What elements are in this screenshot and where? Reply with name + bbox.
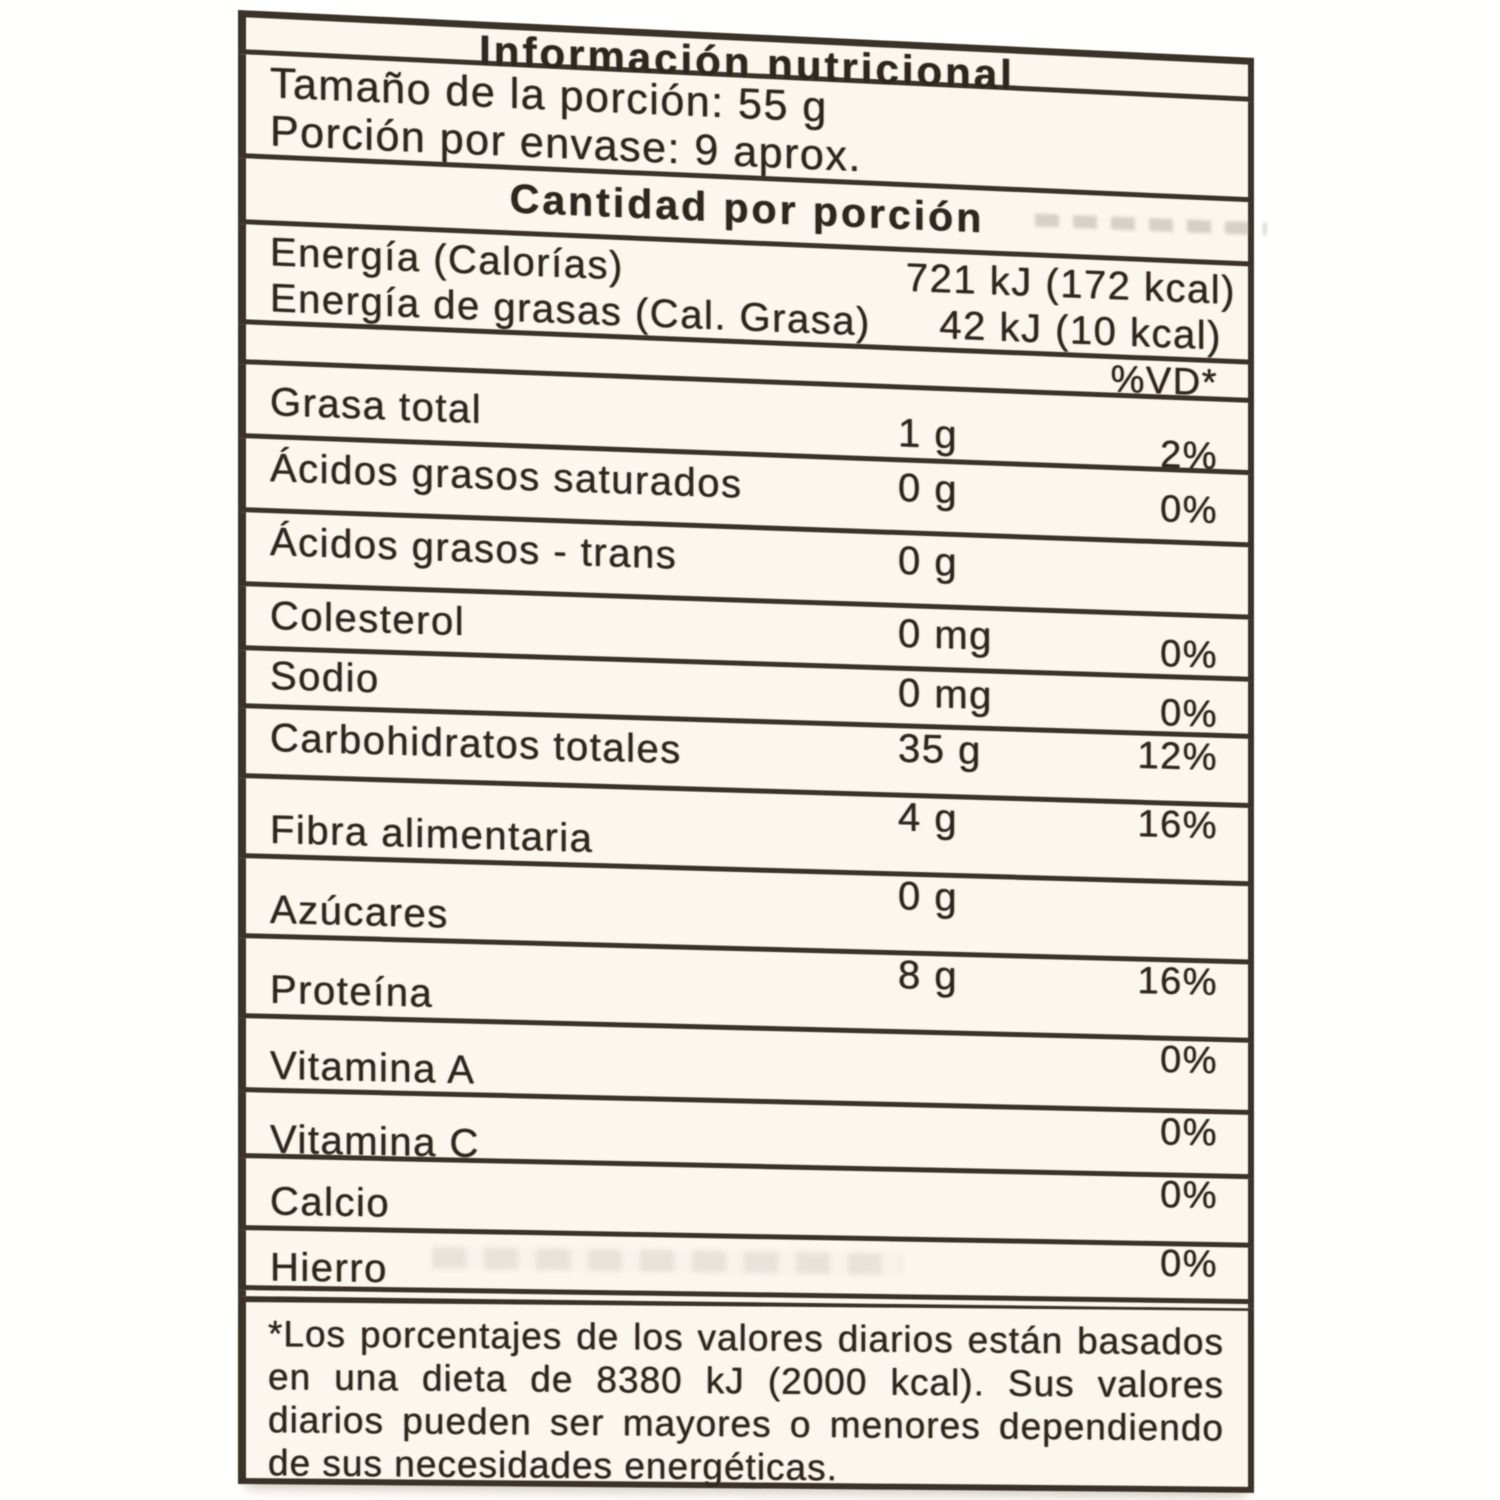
nutrient-label: Vitamina A (270, 1043, 476, 1093)
nutrient-amount: 4 g (898, 795, 959, 842)
nutrient-label: Hierro (270, 1245, 388, 1292)
nutrient-dv: 0% (1160, 1111, 1218, 1155)
nutrient-label: Vitamina C (270, 1117, 480, 1167)
nutrient-dv: 0% (1160, 488, 1218, 533)
daily-values-footnote: *Los porcentajes de los valores diarios … (238, 1296, 1254, 1493)
nutrient-label: Calcio (270, 1179, 391, 1226)
nutrient-amount: 0 g (898, 466, 959, 513)
nutrient-amount: 0 g (898, 874, 959, 920)
nutrient-label: Proteína (270, 967, 434, 1016)
nutrient-dv: 2% (1160, 433, 1218, 478)
nutrient-dv (1078, 880, 1218, 959)
nutrient-dv: 16% (1137, 803, 1218, 848)
nutrient-amount (898, 1039, 1078, 1106)
nutrient-dv: 16% (1137, 959, 1218, 1004)
nutrient-amount (898, 1112, 1078, 1171)
nutrient-dv: 0% (1160, 1242, 1218, 1286)
nutrient-dv: 12% (1137, 734, 1218, 780)
nutrient-amount: 0 mg (898, 611, 993, 659)
nutrient-dv: 0% (1160, 632, 1218, 677)
nutrient-amount: 0 g (898, 538, 959, 585)
nutrient-label: Carbohidratos totales (270, 715, 682, 773)
nutrient-amount: 0 mg (898, 671, 993, 719)
daily-value-header: %VD* (1110, 358, 1218, 405)
nutrition-facts-panel: Información nutricional Tamaño de la por… (238, 10, 1254, 1493)
nutrient-label: Azúcares (270, 887, 449, 937)
nutrient-dv: 0% (1160, 1038, 1218, 1083)
energy-values: 721 kJ (172 kcal) 42 kJ (10 kcal) (906, 255, 1236, 359)
nutrient-amount: 1 g (898, 411, 959, 458)
nutrient-amount: 35 g (898, 726, 982, 774)
nutrient-amount (898, 1245, 1078, 1297)
nutrient-dv (1078, 558, 1218, 614)
nutrient-amount (898, 1176, 1078, 1240)
nutrient-amount: 8 g (898, 953, 959, 999)
nutrient-dv: 0% (1160, 692, 1218, 736)
nutrient-dv: 0% (1160, 1174, 1218, 1218)
